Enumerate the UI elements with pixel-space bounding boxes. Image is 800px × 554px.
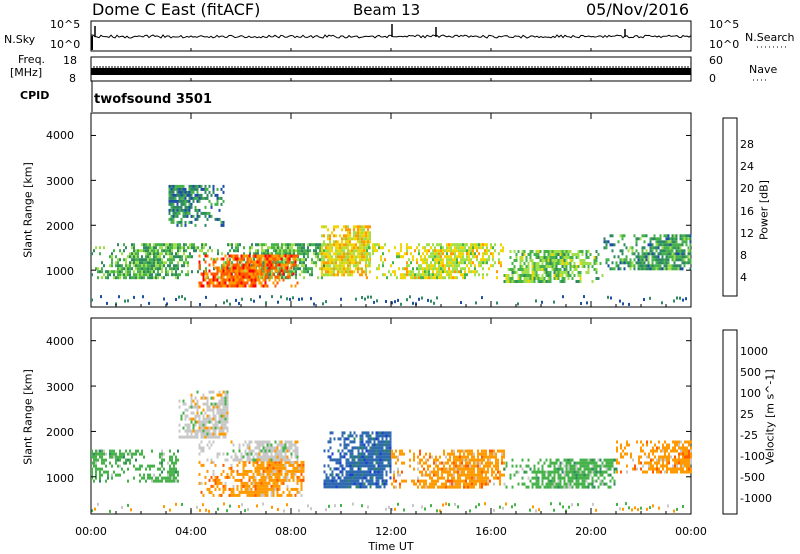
power-echo-region: [321, 225, 371, 277]
power-ground-scatter: [91, 295, 687, 306]
nsearch-tick-top: 10^5: [709, 18, 740, 31]
cpid-label: CPID: [20, 89, 50, 102]
vel-cbar-tick-m100: -100: [740, 450, 765, 463]
x-axis-label: Time UT: [368, 540, 414, 553]
plot-date: 05/Nov/2016: [586, 0, 690, 19]
nsearch-label: N.Search: [745, 31, 795, 44]
velocity-echo-region: [391, 449, 505, 489]
power-ylabel: Slant Range [km]: [21, 162, 35, 258]
velocity-ytick-3000: 3000: [46, 381, 74, 394]
x-tick-08: 08:00: [275, 525, 307, 538]
beam-label: Beam 13: [353, 1, 421, 19]
power-cbar-tick-16: 16: [740, 205, 754, 218]
nsky-tick-bottom: 10^0: [50, 38, 81, 51]
power-echo-region: [198, 254, 299, 288]
velocity-ytick-2000: 2000: [46, 426, 74, 439]
x-tick-00: 00:00: [75, 525, 107, 538]
vel-cbar-tick-100: 100: [740, 387, 761, 400]
nsky-label: N.Sky: [4, 33, 36, 46]
x-tick-24: 00:00: [675, 525, 707, 538]
plot-title: Dome C East (fitACF): [92, 0, 261, 19]
power-echo-region: [603, 234, 692, 271]
velocity-colorbar-frame: [722, 329, 738, 515]
power-cbar-tick-12: 12: [740, 227, 754, 240]
velocity-ground-scatter: [91, 502, 684, 513]
freq-label: Freq.: [18, 53, 46, 66]
power-echo-region: [366, 243, 504, 280]
velocity-colorbar-label: Velocity [m s^-1]: [763, 369, 777, 465]
power-echo-region: [168, 184, 225, 227]
velocity-echo-region: [198, 460, 305, 497]
power-colorbar-frame: [722, 117, 738, 297]
freq-tick-bottom: 8: [69, 72, 76, 85]
nave-tick-bottom: 0: [709, 72, 716, 85]
vel-cbar-tick-m1000: -1000: [740, 492, 772, 505]
cpid-value: twofsound 3501: [94, 92, 213, 107]
vel-cbar-tick-25: 25: [740, 408, 754, 421]
vel-cbar-tick-m500: -500: [740, 471, 765, 484]
nave-label: Nave: [749, 63, 778, 76]
velocity-ytick-1000: 1000: [46, 472, 74, 485]
x-tick-16: 16:00: [475, 525, 507, 538]
velocity-echo-region: [323, 431, 392, 489]
sky-noise-trace: [90, 34, 692, 39]
velocity-ytick-4000: 4000: [46, 335, 74, 348]
nave-tick-top: 60: [709, 54, 723, 67]
power-ytick-1000: 1000: [46, 265, 74, 278]
velocity-echo-region: [178, 390, 229, 439]
x-tick-20: 20:00: [575, 525, 607, 538]
vel-cbar-tick-1000: 1000: [740, 345, 768, 358]
power-cbar-tick-4: 4: [740, 271, 747, 284]
power-cbar-tick-28: 28: [740, 138, 754, 151]
velocity-echo-region: [198, 440, 299, 462]
x-tick-04: 04:00: [175, 525, 207, 538]
nsearch-tick-bottom: 10^0: [709, 38, 740, 51]
power-echo-region: [503, 250, 604, 283]
power-ytick-4000: 4000: [46, 129, 74, 142]
velocity-ylabel: Slant Range [km]: [21, 369, 35, 465]
power-cbar-tick-8: 8: [740, 249, 747, 262]
power-colorbar-label: Power [dB]: [757, 180, 771, 240]
nave-band: [91, 68, 691, 75]
freq-unit-label: [MHz]: [10, 66, 43, 79]
freq-tick-top: 18: [63, 54, 77, 67]
vel-cbar-tick-500: 500: [740, 366, 761, 379]
power-ytick-2000: 2000: [46, 220, 74, 233]
velocity-echo-region: [503, 458, 618, 489]
velocity-echo-region: [91, 449, 179, 483]
power-ytick-3000: 3000: [46, 175, 74, 188]
nsky-tick-top: 10^5: [50, 18, 81, 31]
power-cbar-tick-24: 24: [740, 160, 754, 173]
vel-cbar-tick-m25: -25: [740, 429, 758, 442]
power-cbar-tick-20: 20: [740, 182, 754, 195]
velocity-echo-region: [616, 440, 692, 474]
x-tick-12: 12:00: [375, 525, 407, 538]
